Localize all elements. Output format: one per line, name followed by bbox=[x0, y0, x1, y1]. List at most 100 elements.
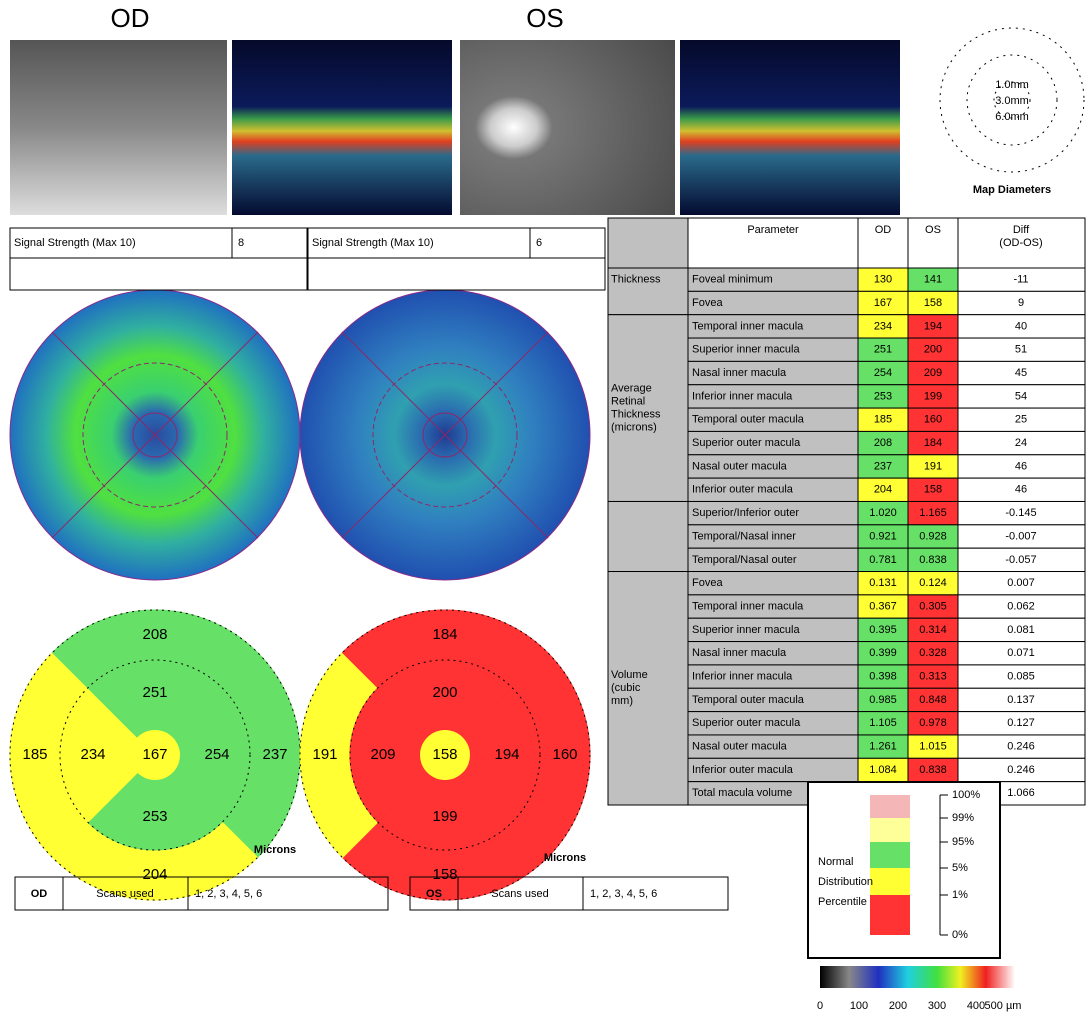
sector-value: 160 bbox=[552, 746, 577, 763]
unit-label: Microns bbox=[254, 844, 296, 856]
os-oct-image bbox=[680, 40, 900, 215]
os-value: 199 bbox=[924, 390, 942, 402]
os-value: 0.978 bbox=[919, 717, 947, 729]
signal-value: 6 bbox=[536, 237, 542, 249]
cell bbox=[608, 218, 688, 268]
table-header: OS bbox=[925, 224, 941, 236]
sector-value: 234 bbox=[80, 746, 105, 763]
diff-value: 0.127 bbox=[1007, 717, 1035, 729]
parameter: Superior outer macula bbox=[692, 437, 801, 449]
od-value: 0.398 bbox=[869, 670, 897, 682]
diff-value: -0.057 bbox=[1005, 554, 1036, 566]
table-header: Parameter bbox=[747, 224, 799, 236]
od-value: 130 bbox=[874, 274, 892, 286]
od-value: 167 bbox=[874, 297, 892, 309]
scans-label: Scans used bbox=[491, 888, 548, 900]
sector-value: 200 bbox=[432, 684, 457, 701]
diff-value: 0.246 bbox=[1007, 741, 1035, 753]
os-value: 1.015 bbox=[919, 741, 947, 753]
os-value: 160 bbox=[924, 414, 942, 426]
sector-value: 253 bbox=[142, 808, 167, 825]
group-cell bbox=[608, 501, 688, 571]
parameter: Fovea bbox=[692, 297, 723, 309]
sector-value: 208 bbox=[142, 626, 167, 643]
parameter: Total macula volume bbox=[692, 787, 792, 799]
colorbar-label: 500 µm bbox=[985, 1000, 1022, 1012]
od-value: 0.985 bbox=[869, 694, 897, 706]
legend-title: Normal bbox=[818, 856, 853, 868]
center-value: 167 bbox=[142, 746, 167, 763]
legend-title: Percentile bbox=[818, 896, 867, 908]
colorbar-label: 0 bbox=[817, 1000, 823, 1012]
os-fundus-image bbox=[460, 40, 675, 215]
diff-value: 0.085 bbox=[1007, 670, 1035, 682]
sector-value: 185 bbox=[22, 746, 47, 763]
diff-value: 45 bbox=[1015, 367, 1027, 379]
diff-value: 0.062 bbox=[1007, 600, 1035, 612]
diff-value: 25 bbox=[1015, 414, 1027, 426]
legend-swatch bbox=[870, 818, 910, 842]
group-label: mm) bbox=[611, 695, 633, 707]
od-value: 0.399 bbox=[869, 647, 897, 659]
legend-label: 100% bbox=[952, 789, 980, 801]
os-title: OS bbox=[526, 3, 564, 33]
cell bbox=[10, 258, 307, 290]
unit-label: Microns bbox=[544, 852, 586, 864]
legend-label: 95% bbox=[952, 836, 974, 848]
scans-value: 1, 2, 3, 4, 5, 6 bbox=[195, 888, 262, 900]
group-label: Thickness bbox=[611, 408, 661, 420]
od-value: 1.084 bbox=[869, 764, 897, 776]
od-fundus-image bbox=[10, 40, 227, 215]
diff-value: 0.081 bbox=[1007, 624, 1035, 636]
group-label: Volume bbox=[611, 669, 648, 681]
os-value: 0.124 bbox=[919, 577, 947, 589]
diff-value: 0.137 bbox=[1007, 694, 1035, 706]
diff-value: 54 bbox=[1015, 390, 1027, 402]
parameter: Superior inner macula bbox=[692, 344, 800, 356]
od-value: 0.921 bbox=[869, 530, 897, 542]
os-value: 158 bbox=[924, 297, 942, 309]
parameter: Inferior outer macula bbox=[692, 484, 794, 496]
colorbar-label: 200 bbox=[889, 1000, 907, 1012]
parameter: Temporal/Nasal outer bbox=[692, 554, 797, 566]
os-value: 0.848 bbox=[919, 694, 947, 706]
parameter: Nasal outer macula bbox=[692, 741, 788, 753]
group-label: Retinal bbox=[611, 395, 645, 407]
table-header: Diff bbox=[1013, 224, 1030, 236]
legend-label: 1% bbox=[952, 889, 968, 901]
sector-value: 209 bbox=[370, 746, 395, 763]
legend-label: 99% bbox=[952, 812, 974, 824]
sector-value: 158 bbox=[432, 866, 457, 883]
map-diameter-label: 1.0mm bbox=[995, 79, 1029, 91]
sector-value: 199 bbox=[432, 808, 457, 825]
od-value: 251 bbox=[874, 344, 892, 356]
sector-value: 251 bbox=[142, 684, 167, 701]
os-value: 0.313 bbox=[919, 670, 947, 682]
od-oct-image bbox=[232, 40, 452, 215]
od-value: 1.261 bbox=[869, 741, 897, 753]
diff-value: 24 bbox=[1015, 437, 1027, 449]
parameter: Temporal outer macula bbox=[692, 414, 805, 426]
cell bbox=[308, 258, 605, 290]
diff-value: 46 bbox=[1015, 484, 1027, 496]
eye-label: OD bbox=[31, 888, 48, 900]
signal-label: Signal Strength (Max 10) bbox=[14, 237, 136, 249]
scans-value: 1, 2, 3, 4, 5, 6 bbox=[590, 888, 657, 900]
parameter: Superior outer macula bbox=[692, 717, 801, 729]
colorbar-label: 300 bbox=[928, 1000, 946, 1012]
legend-label: 5% bbox=[952, 862, 968, 874]
legend-label: 0% bbox=[952, 929, 968, 941]
os-value: 209 bbox=[924, 367, 942, 379]
legend-swatch bbox=[870, 895, 910, 935]
od-value: 0.131 bbox=[869, 577, 897, 589]
colorbar bbox=[820, 966, 1015, 988]
diff-value: 0.007 bbox=[1007, 577, 1035, 589]
map-diameters-title: Map Diameters bbox=[973, 184, 1051, 196]
table-header: (OD-OS) bbox=[999, 237, 1042, 249]
od-value: 234 bbox=[874, 320, 892, 332]
os-value: 194 bbox=[924, 320, 942, 332]
parameter: Inferior outer macula bbox=[692, 764, 794, 776]
os-value: 0.838 bbox=[919, 764, 947, 776]
parameter: Superior inner macula bbox=[692, 624, 800, 636]
diff-value: 46 bbox=[1015, 460, 1027, 472]
